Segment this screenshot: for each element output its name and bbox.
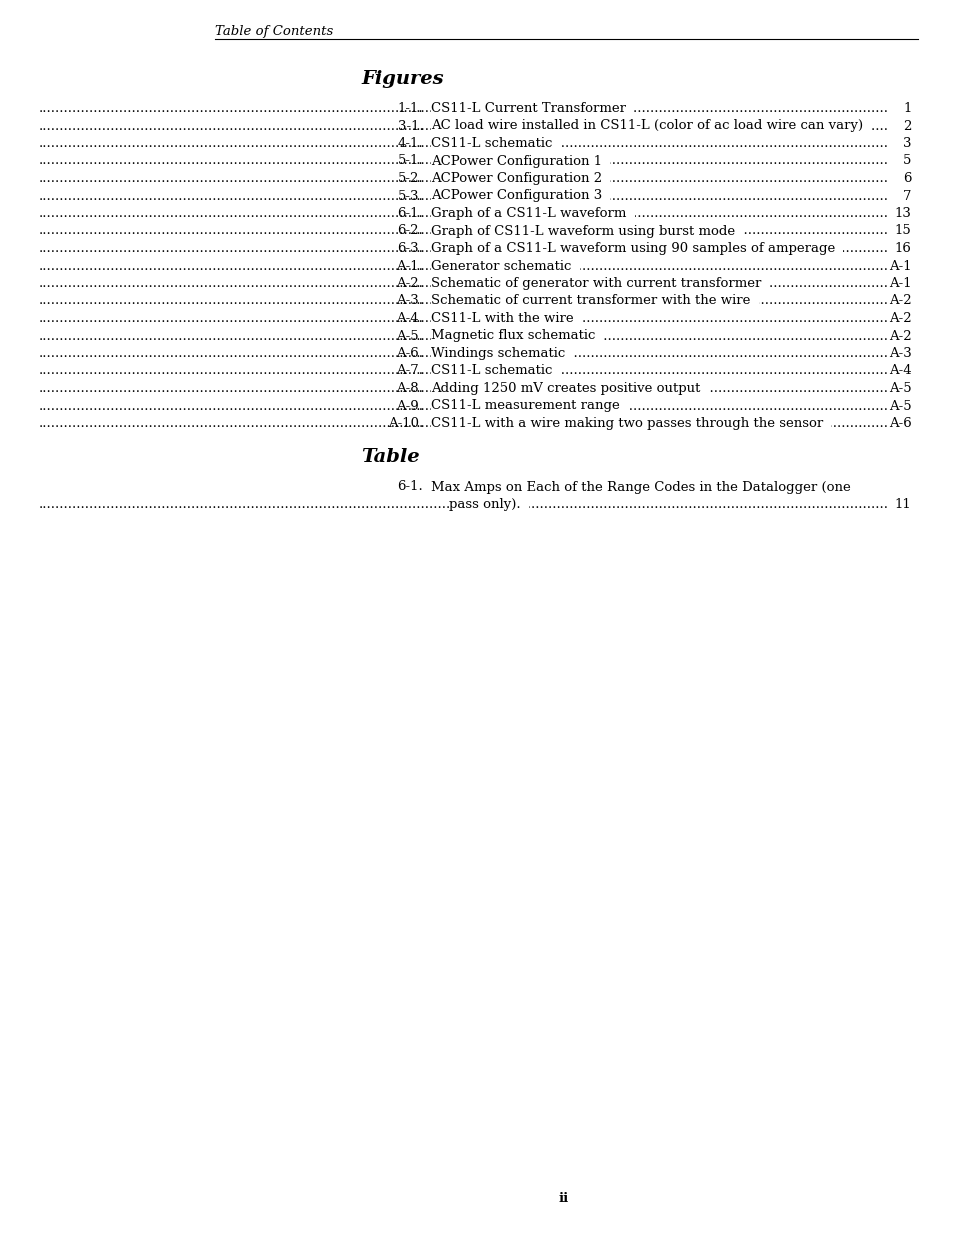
Text: CS11-L with a wire making two passes through the sensor: CS11-L with a wire making two passes thr… (430, 417, 830, 430)
Text: 5: 5 (902, 154, 910, 168)
Text: Magnetic flux schematic: Magnetic flux schematic (430, 330, 603, 342)
Text: A-6.: A-6. (395, 347, 423, 359)
Text: Table: Table (360, 448, 419, 467)
Text: ................................................................................: ........................................… (38, 399, 887, 412)
Text: A-1.: A-1. (396, 259, 423, 273)
Text: Graph of a CS11-L waveform: Graph of a CS11-L waveform (430, 207, 634, 220)
Text: ................................................................................: ........................................… (38, 347, 887, 359)
Text: ................................................................................: ........................................… (38, 277, 887, 290)
Text: A-3: A-3 (888, 347, 910, 359)
Text: ................................................................................: ........................................… (38, 137, 887, 149)
Text: 6-1.: 6-1. (397, 207, 423, 220)
Text: 16: 16 (894, 242, 910, 254)
Text: A-6: A-6 (888, 417, 910, 430)
Text: Figures: Figures (360, 70, 443, 88)
Text: A-8.: A-8. (396, 382, 423, 395)
Text: Table of Contents: Table of Contents (215, 25, 334, 38)
Text: A-9.: A-9. (395, 399, 423, 412)
Text: A-4: A-4 (888, 364, 910, 378)
Text: ................................................................................: ........................................… (38, 225, 887, 237)
Text: CS11-L measurement range: CS11-L measurement range (430, 399, 627, 412)
Text: pass only).: pass only). (448, 498, 528, 511)
Text: Graph of CS11-L waveform using burst mode: Graph of CS11-L waveform using burst mod… (430, 225, 742, 237)
Text: ................................................................................: ........................................… (38, 154, 887, 168)
Text: Adding 1250 mV creates positive output: Adding 1250 mV creates positive output (430, 382, 708, 395)
Text: 3: 3 (902, 137, 910, 149)
Text: 7: 7 (902, 189, 910, 203)
Text: 6-1.: 6-1. (397, 480, 423, 494)
Text: 11: 11 (894, 498, 910, 511)
Text: ................................................................................: ........................................… (38, 498, 887, 511)
Text: AC load wire installed in CS11-L (color of ac load wire can vary): AC load wire installed in CS11-L (color … (430, 120, 870, 132)
Text: Graph of a CS11-L waveform using 90 samples of amperage: Graph of a CS11-L waveform using 90 samp… (430, 242, 842, 254)
Text: 5-2.: 5-2. (397, 172, 423, 185)
Text: ................................................................................: ........................................… (38, 259, 887, 273)
Text: Schematic of generator with current transformer: Schematic of generator with current tran… (430, 277, 769, 290)
Text: CS11-L with the wire: CS11-L with the wire (430, 312, 581, 325)
Text: ................................................................................: ........................................… (38, 103, 887, 115)
Text: A-1: A-1 (888, 259, 910, 273)
Text: ACPower Configuration 2: ACPower Configuration 2 (430, 172, 610, 185)
Text: 2: 2 (902, 120, 910, 132)
Text: 5-1.: 5-1. (397, 154, 423, 168)
Text: A-2: A-2 (888, 312, 910, 325)
Text: ................................................................................: ........................................… (38, 172, 887, 185)
Text: A-5: A-5 (888, 399, 910, 412)
Text: ................................................................................: ........................................… (38, 312, 887, 325)
Text: A-5.: A-5. (396, 330, 423, 342)
Text: ................................................................................: ........................................… (38, 189, 887, 203)
Text: ................................................................................: ........................................… (38, 120, 887, 132)
Text: CS11-L schematic: CS11-L schematic (430, 364, 560, 378)
Text: 6-2.: 6-2. (397, 225, 423, 237)
Text: A-5: A-5 (888, 382, 910, 395)
Text: 3-1.: 3-1. (397, 120, 423, 132)
Text: 5-3.: 5-3. (397, 189, 423, 203)
Text: CS11-L schematic: CS11-L schematic (430, 137, 560, 149)
Text: Schematic of current transformer with the wire: Schematic of current transformer with th… (430, 294, 758, 308)
Text: ii: ii (558, 1192, 568, 1205)
Text: ................................................................................: ........................................… (38, 207, 887, 220)
Text: A-3.: A-3. (395, 294, 423, 308)
Text: ................................................................................: ........................................… (38, 417, 887, 430)
Text: A-2.: A-2. (396, 277, 423, 290)
Text: A-7.: A-7. (395, 364, 423, 378)
Text: A-4.: A-4. (396, 312, 423, 325)
Text: A-10.: A-10. (388, 417, 423, 430)
Text: 6: 6 (902, 172, 910, 185)
Text: A-2: A-2 (888, 294, 910, 308)
Text: ................................................................................: ........................................… (38, 294, 887, 308)
Text: ................................................................................: ........................................… (38, 330, 887, 342)
Text: 4-1.: 4-1. (397, 137, 423, 149)
Text: ................................................................................: ........................................… (38, 242, 887, 254)
Text: ................................................................................: ........................................… (38, 364, 887, 378)
Text: ACPower Configuration 1: ACPower Configuration 1 (430, 154, 610, 168)
Text: 13: 13 (894, 207, 910, 220)
Text: ................................................................................: ........................................… (38, 382, 887, 395)
Text: ACPower Configuration 3: ACPower Configuration 3 (430, 189, 610, 203)
Text: 15: 15 (894, 225, 910, 237)
Text: Generator schematic: Generator schematic (430, 259, 578, 273)
Text: A-1: A-1 (888, 277, 910, 290)
Text: 1: 1 (902, 103, 910, 115)
Text: 6-3.: 6-3. (397, 242, 423, 254)
Text: Max Amps on Each of the Range Codes in the Datalogger (one: Max Amps on Each of the Range Codes in t… (430, 480, 849, 494)
Text: CS11-L Current Transformer: CS11-L Current Transformer (430, 103, 634, 115)
Text: 1-1.: 1-1. (397, 103, 423, 115)
Text: A-2: A-2 (888, 330, 910, 342)
Text: Windings schematic: Windings schematic (430, 347, 573, 359)
